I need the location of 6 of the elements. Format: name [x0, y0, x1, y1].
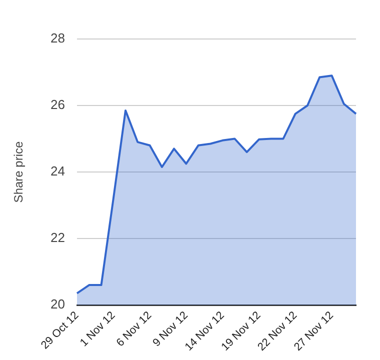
y-tick-label: 22 — [50, 230, 65, 246]
y-tick-label: 26 — [50, 97, 65, 112]
y-tick-label: 28 — [50, 30, 65, 46]
y-tick-label: 20 — [50, 296, 65, 312]
y-axis-title: Share price — [12, 140, 26, 203]
y-tick-label: 24 — [50, 164, 65, 179]
